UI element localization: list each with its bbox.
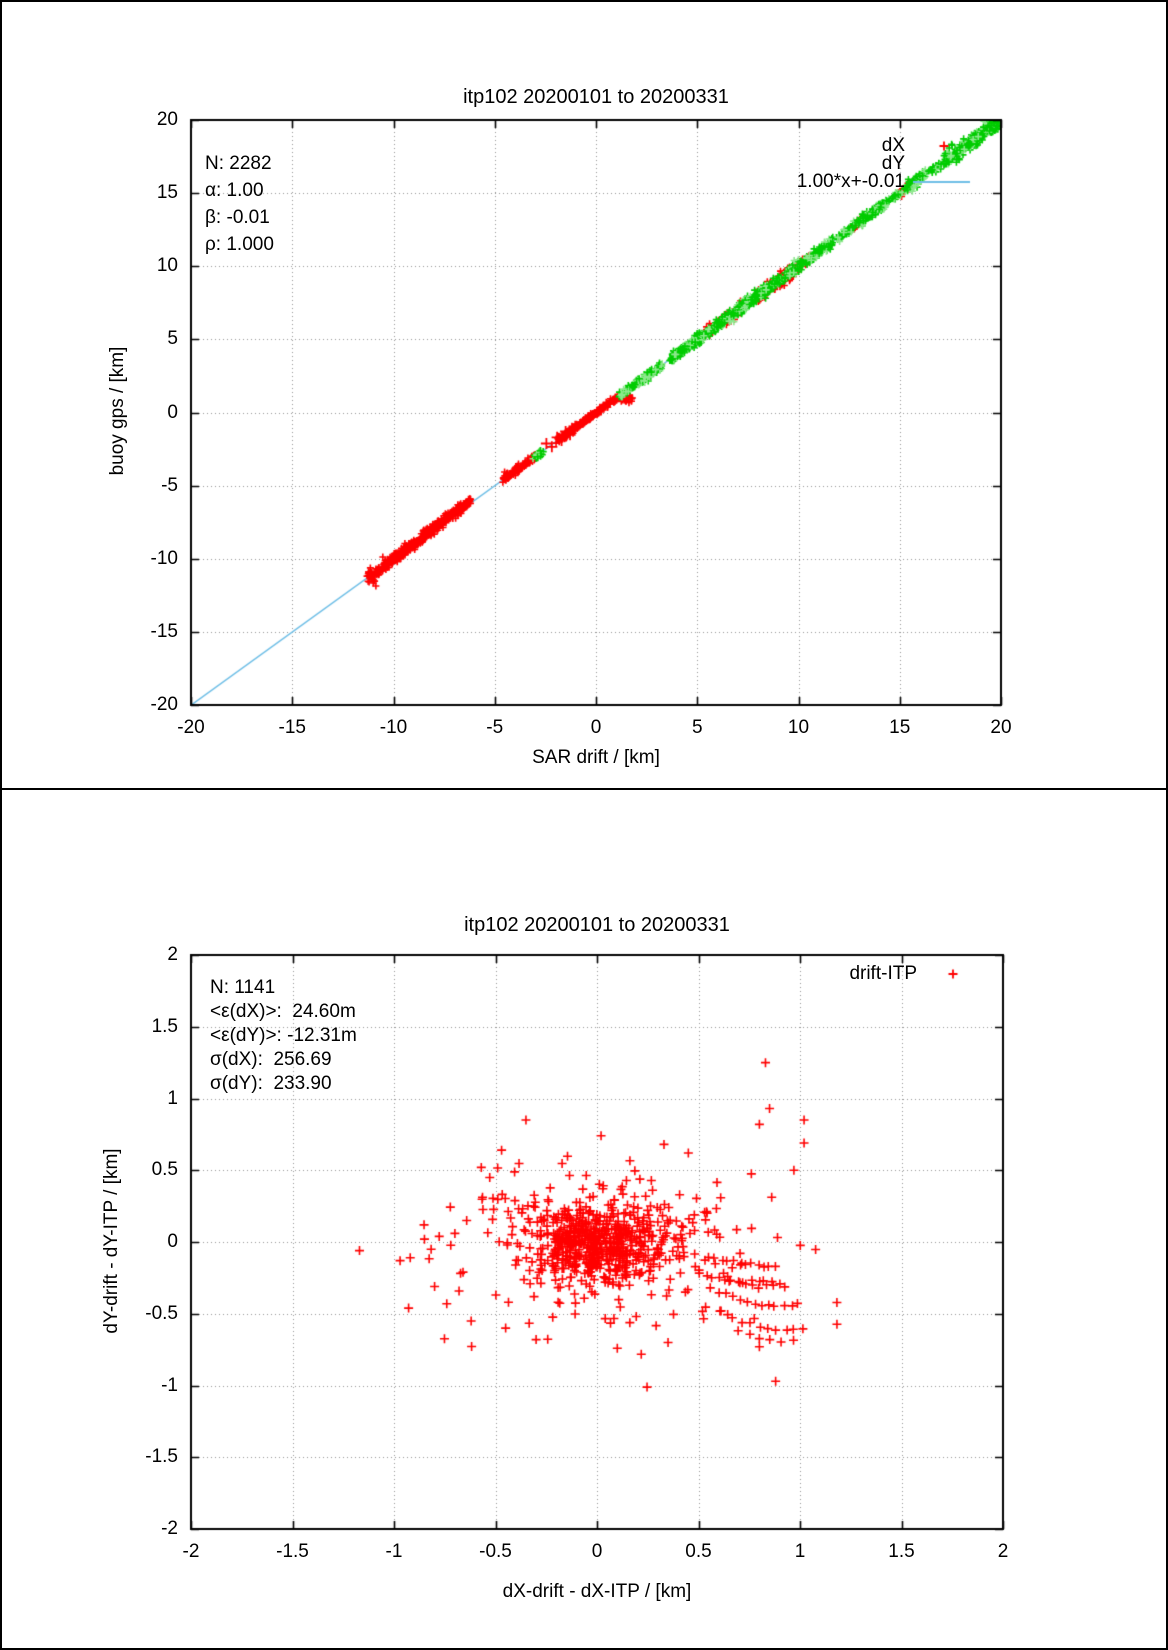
x-tick-label: -10 bbox=[379, 717, 408, 738]
stats-line: σ(dX): 256.69 bbox=[210, 1049, 332, 1070]
legend-label: dX bbox=[881, 135, 905, 156]
y-tick-label: 15 bbox=[156, 182, 178, 204]
x-tick-label: 20 bbox=[990, 717, 1012, 738]
x-tick-label: -2 bbox=[182, 1541, 200, 1562]
plot1-xaxis-label: SAR drift / [km] bbox=[532, 747, 660, 768]
x-tick-label: -15 bbox=[278, 717, 306, 738]
stats-line: <ε(dY)>: -12.31m bbox=[210, 1025, 357, 1046]
x-tick-label: 1 bbox=[794, 1541, 806, 1562]
x-tick-label: 2 bbox=[997, 1541, 1009, 1562]
x-tick-label: 1.5 bbox=[888, 1541, 915, 1562]
y-tick-label: 1.5 bbox=[151, 1015, 178, 1037]
plot2-stats-block: N: 1141 <ε(dX)>: 24.60m <ε(dY)>: -12.31m σ(… bbox=[210, 976, 357, 1096]
legend-label: dY bbox=[881, 153, 905, 174]
y-tick-label: -15 bbox=[150, 620, 178, 642]
stats-line: β: -0.01 bbox=[205, 207, 270, 228]
x-tick-label: 5 bbox=[691, 717, 703, 738]
y-tick-label: 20 bbox=[156, 109, 178, 130]
y-tick-label: 10 bbox=[156, 255, 178, 277]
y-tick-label: -1 bbox=[161, 1374, 178, 1396]
x-tick-label: 0 bbox=[590, 717, 602, 738]
plot1-stats-block: N: 2282 α: 1.00 β: -0.01 ρ: 1.000 bbox=[205, 150, 274, 258]
y-tick-label: 0 bbox=[167, 401, 178, 423]
y-tick-label: 0 bbox=[167, 1231, 178, 1252]
y-tick-label: -10 bbox=[150, 547, 178, 569]
x-tick-label: -1.5 bbox=[276, 1541, 309, 1562]
stats-line: ρ: 1.000 bbox=[205, 234, 274, 255]
stats-line: N: 1141 bbox=[210, 977, 276, 998]
y-tick-label: -5 bbox=[161, 474, 178, 496]
x-tick-label: 0.5 bbox=[685, 1541, 712, 1562]
y-tick-label: 1 bbox=[167, 1087, 178, 1109]
legend-label: drift-ITP bbox=[849, 963, 917, 984]
stats-line: N: 2282 bbox=[205, 153, 272, 174]
y-tick-label: -0.5 bbox=[145, 1302, 178, 1324]
legend-label: 1.00*x+-0.01 bbox=[796, 171, 905, 192]
x-tick-label: -20 bbox=[177, 717, 205, 738]
x-tick-label: -0.5 bbox=[479, 1541, 512, 1562]
stats-line: α: 1.00 bbox=[205, 180, 264, 201]
x-tick-label: 15 bbox=[889, 717, 911, 738]
x-tick-label: 10 bbox=[787, 717, 810, 738]
y-tick-label: -1.5 bbox=[145, 1446, 178, 1468]
x-tick-label: -1 bbox=[385, 1541, 403, 1562]
y-tick-label: -2 bbox=[161, 1518, 178, 1539]
y-tick-label: 5 bbox=[167, 328, 178, 350]
y-tick-label: 2 bbox=[167, 944, 178, 965]
plot2-title: itp102 20200101 to 20200331 bbox=[464, 914, 730, 936]
stats-line: <ε(dX)>: 24.60m bbox=[210, 1001, 356, 1022]
y-tick-label: 0.5 bbox=[151, 1159, 178, 1181]
x-tick-label: 0 bbox=[591, 1541, 603, 1562]
stats-line: σ(dY): 233.90 bbox=[210, 1073, 332, 1094]
y-tick-label: -20 bbox=[150, 694, 178, 715]
panel-divider bbox=[0, 788, 1168, 790]
plot1-title: itp102 20200101 to 20200331 bbox=[463, 86, 729, 108]
plot2-xaxis-label: dX-drift - dX-ITP / [km] bbox=[502, 1581, 692, 1602]
x-tick-label: -5 bbox=[486, 717, 504, 738]
